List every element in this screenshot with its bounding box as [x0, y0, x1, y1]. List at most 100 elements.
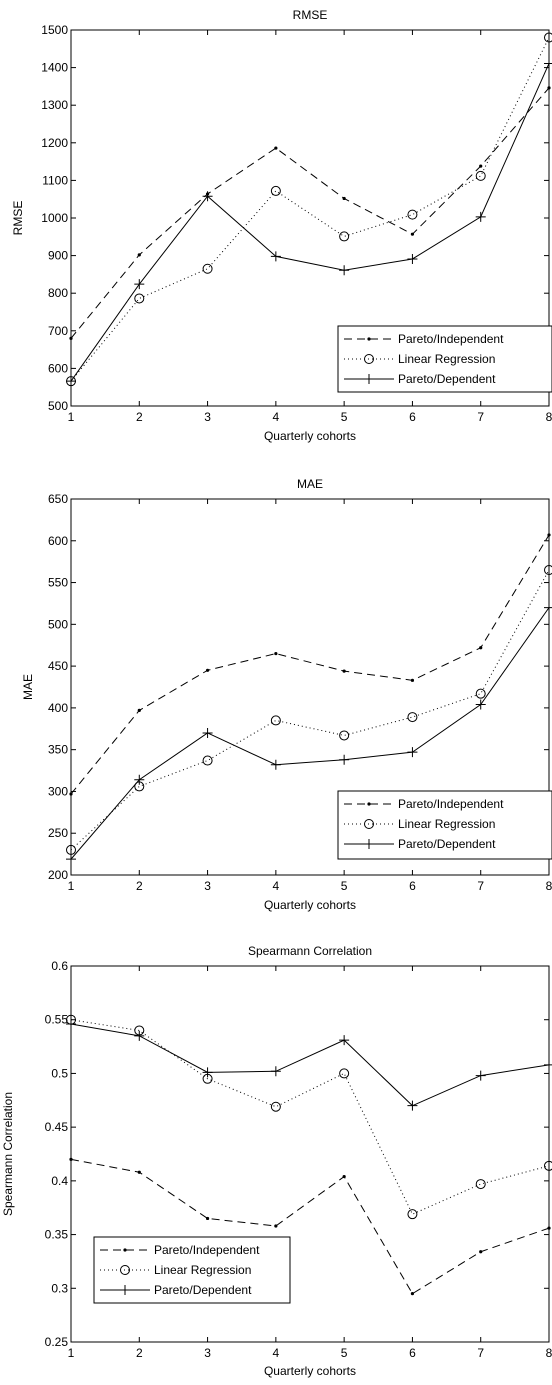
x-tick-label: 1: [68, 879, 75, 893]
data-point: [270, 1101, 281, 1112]
legend-marker: [364, 819, 374, 829]
x-tick-label: 3: [204, 410, 211, 424]
legend-box: [93, 1236, 291, 1304]
data-point: [270, 759, 281, 770]
data-point: [202, 191, 213, 202]
legend-label: Pareto/Dependent: [398, 372, 496, 386]
chart-title: RMSE: [293, 8, 328, 22]
data-point: [202, 727, 213, 738]
y-tick-label: 400: [48, 701, 68, 715]
data-point: [410, 232, 415, 236]
data-point: [205, 668, 210, 672]
chart-title: MAE: [297, 477, 323, 491]
data-point: [274, 1224, 278, 1228]
data-point: [202, 1067, 213, 1078]
y-tick-label: 700: [48, 324, 68, 338]
x-tick-label: 3: [204, 879, 211, 893]
y-tick-label: 0.6: [51, 959, 68, 973]
data-point: [547, 1226, 551, 1230]
y-tick-label: 650: [48, 492, 68, 506]
data-point: [544, 565, 552, 576]
x-tick-label: 2: [136, 1346, 143, 1360]
y-tick-label: 900: [48, 249, 68, 263]
data-point: [547, 86, 551, 90]
legend-label: Pareto/Dependent: [398, 837, 496, 851]
data-point: [407, 209, 418, 220]
data-point: [407, 1100, 418, 1111]
data-point: [274, 651, 278, 656]
data-point: [134, 1030, 145, 1041]
y-tick-label: 800: [48, 286, 68, 300]
x-axis-label: Quarterly cohorts: [264, 429, 356, 443]
series-line-pareto-independent: [70, 1158, 550, 1295]
data-point: [475, 170, 486, 181]
y-tick-label: 350: [48, 743, 68, 757]
x-axis-label: Quarterly cohorts: [264, 898, 356, 912]
data-point: [407, 747, 418, 758]
y-tick-label: 200: [48, 868, 68, 882]
data-point: [270, 251, 281, 262]
legend-marker: [120, 1285, 130, 1295]
data-point: [202, 263, 213, 274]
data-point: [475, 1070, 486, 1081]
chart-title: Spearmann Correlation: [248, 944, 372, 958]
x-tick-label: 1: [68, 1346, 75, 1360]
series-line-pareto-dependent: [70, 1023, 550, 1107]
legend-label: Linear Regression: [398, 817, 495, 831]
data-point: [479, 646, 483, 650]
data-point: [202, 755, 213, 766]
legend-marker: [364, 354, 374, 364]
data-point: [410, 1292, 415, 1296]
data-point: [475, 699, 486, 710]
y-tick-label: 1300: [41, 98, 68, 112]
data-point: [270, 715, 281, 726]
data-point: [475, 688, 486, 699]
x-tick-label: 4: [273, 1346, 280, 1360]
x-tick-label: 7: [477, 410, 484, 424]
y-tick-label: 500: [48, 617, 68, 631]
series-line-pareto-dependent: [70, 63, 550, 382]
x-tick-label: 5: [341, 879, 348, 893]
data-point: [66, 376, 76, 387]
series-line-pareto-independent: [70, 534, 550, 795]
data-point: [479, 1250, 483, 1254]
data-point: [205, 1216, 210, 1221]
legend-label: Linear Regression: [398, 352, 495, 366]
legend-marker: [367, 802, 371, 806]
data-point: [475, 211, 486, 222]
legend-label: Pareto/Independent: [398, 797, 504, 811]
legend-marker: [120, 1265, 130, 1275]
data-point: [544, 58, 552, 69]
legend-label: Linear Regression: [154, 1263, 251, 1277]
x-tick-label: 6: [409, 879, 416, 893]
y-tick-label: 0.45: [45, 1120, 69, 1134]
data-point: [137, 708, 141, 712]
y-tick-label: 0.3: [51, 1281, 68, 1295]
y-tick-label: 0.5: [51, 1066, 68, 1080]
data-point: [339, 231, 350, 242]
data-point: [547, 533, 551, 537]
series-line-pareto-dependent: [70, 607, 550, 860]
y-axis-label: RMSE: [11, 201, 25, 236]
y-axis-label: Spearmann Correlation: [1, 1092, 15, 1216]
y-tick-label: 1000: [41, 211, 68, 225]
data-point: [544, 32, 552, 43]
data-point: [342, 669, 346, 673]
data-point: [134, 279, 145, 290]
legend-label: Pareto/Independent: [154, 1243, 260, 1257]
data-point: [407, 712, 418, 723]
legend-marker: [364, 839, 374, 849]
y-tick-label: 300: [48, 784, 68, 798]
legend-marker: [364, 374, 374, 384]
data-point: [544, 1160, 552, 1171]
data-point: [274, 146, 278, 150]
data-point: [407, 253, 418, 264]
legend-marker: [123, 1248, 127, 1252]
data-point: [69, 336, 73, 340]
y-tick-label: 1500: [41, 23, 68, 37]
series-line-linear-regression: [70, 569, 550, 851]
data-point: [66, 1019, 76, 1030]
x-tick-label: 5: [341, 410, 348, 424]
x-tick-label: 4: [273, 410, 280, 424]
